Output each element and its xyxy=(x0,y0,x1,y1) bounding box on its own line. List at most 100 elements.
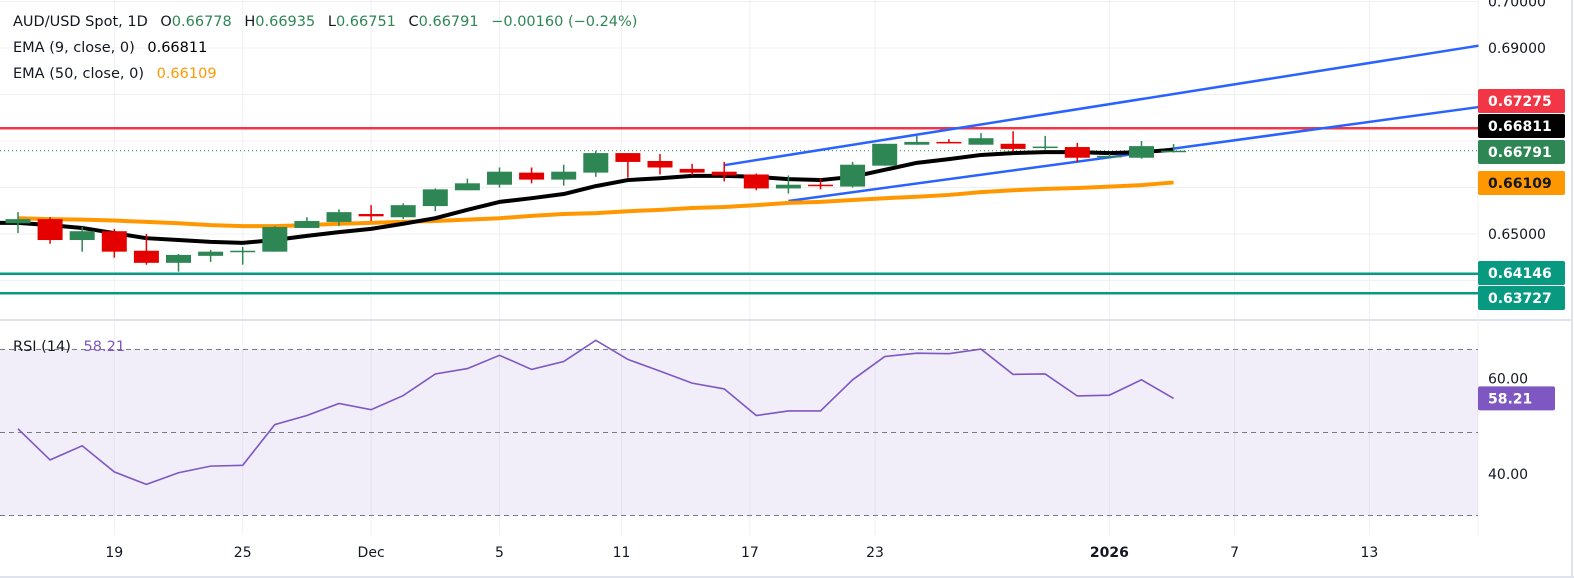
candle xyxy=(872,143,898,166)
candle-body xyxy=(1161,150,1187,153)
rsi-line xyxy=(17,339,1175,486)
candle-body xyxy=(358,214,384,217)
low-label: L xyxy=(327,14,336,30)
candle-body xyxy=(615,153,641,162)
resistance-price-label-text: 0.67275 xyxy=(1488,94,1552,110)
time-tick-label: 7 xyxy=(1230,545,1239,561)
candle-body xyxy=(583,153,609,173)
symbol-title[interactable]: AUD/USD Spot, 1D xyxy=(13,14,148,30)
time-tick-label: Dec xyxy=(358,545,385,561)
candle xyxy=(101,228,127,258)
close-value: 0.66791 xyxy=(418,14,479,30)
candle xyxy=(69,227,95,252)
support1-price-label: 0.64146 xyxy=(1478,261,1565,285)
candle xyxy=(808,178,833,190)
resistance-price-label: 0.67275 xyxy=(1478,89,1565,113)
support1-price-label-text: 0.64146 xyxy=(1488,266,1552,282)
high-value: 0.66935 xyxy=(255,14,316,30)
high-label: H xyxy=(244,14,256,30)
candle xyxy=(904,135,930,145)
time-tick-label: 5 xyxy=(495,545,504,561)
ema50-price-label-text: 0.66109 xyxy=(1488,176,1552,192)
candle xyxy=(422,188,448,212)
rsi-legend[interactable]: RSI (14) 58.21 xyxy=(13,338,125,356)
ema50-line xyxy=(17,180,1174,229)
candle-body xyxy=(1064,147,1090,158)
rsi-pane xyxy=(0,339,1478,516)
candle-body xyxy=(775,184,801,189)
candle xyxy=(230,247,256,265)
price-axis[interactable]: 0.70000 0.69000 0.65000 60.00 40.00 0.67275 0.… xyxy=(1478,0,1565,483)
candle-body xyxy=(647,160,673,168)
candle xyxy=(198,249,224,262)
candle-body xyxy=(487,171,512,185)
open-label: O xyxy=(160,14,172,30)
candle xyxy=(1032,135,1058,150)
ema9-label: EMA (9, close, 0) xyxy=(13,40,135,56)
candle xyxy=(294,217,320,228)
ema9-legend[interactable]: EMA (9, close, 0) 0.66811 xyxy=(13,39,207,57)
candle-body xyxy=(326,212,352,222)
rsi-tick-label: 40.00 xyxy=(1488,467,1528,483)
candle xyxy=(1129,141,1154,159)
ema50-value: 0.66109 xyxy=(156,66,217,82)
candle-body xyxy=(679,168,705,173)
candle xyxy=(358,205,384,221)
candle-body xyxy=(5,219,31,224)
candle-body xyxy=(37,219,63,241)
rsi-label: RSI (14) xyxy=(13,339,71,355)
candle xyxy=(37,217,63,244)
candle xyxy=(711,161,737,182)
candle xyxy=(1161,144,1187,153)
candle xyxy=(551,164,577,186)
symbol-legend: AUD/USD Spot, 1D O0.66778 H0.66935 L0.66… xyxy=(13,13,637,31)
time-tick-label: 13 xyxy=(1360,545,1378,561)
time-axis[interactable]: 19 25 Dec 5 11 17 23 2026 7 13 xyxy=(105,545,1378,561)
time-tick-label: 17 xyxy=(741,545,759,561)
candle-body xyxy=(1000,143,1026,149)
close-label: C xyxy=(408,14,419,30)
candle xyxy=(454,178,480,191)
candle xyxy=(1064,142,1090,162)
candle-body xyxy=(904,141,930,145)
candle-body xyxy=(422,189,448,207)
candle xyxy=(775,175,801,194)
candle-body xyxy=(1096,155,1122,158)
candle-body xyxy=(294,220,320,228)
rsi-tick-label: 60.00 xyxy=(1488,371,1528,387)
ema9-price-label-text: 0.66811 xyxy=(1488,119,1552,135)
ema50-legend[interactable]: EMA (50, close, 0) 0.66109 xyxy=(13,65,217,83)
candle xyxy=(5,212,31,234)
time-tick-label: 11 xyxy=(613,545,631,561)
candle xyxy=(1096,154,1122,158)
candle-body xyxy=(551,171,577,180)
candle-body xyxy=(808,184,833,187)
time-tick-label: 2026 xyxy=(1090,545,1129,561)
ema50-price-label-bg xyxy=(1478,171,1565,195)
candle-body xyxy=(230,250,256,253)
price-tick-label: 0.70000 xyxy=(1488,0,1546,11)
candle xyxy=(679,163,705,176)
candle-body xyxy=(69,231,95,241)
candle xyxy=(840,161,866,188)
candle-body xyxy=(1129,146,1154,158)
last-price-label-bg xyxy=(1478,140,1565,164)
ema9-line xyxy=(0,147,1174,245)
candle xyxy=(390,203,416,220)
candle-body xyxy=(198,251,224,256)
candle xyxy=(519,167,545,184)
candle-body xyxy=(519,172,545,180)
candle xyxy=(583,150,609,177)
support2-price-label-text: 0.63727 xyxy=(1488,291,1552,307)
support1-price-label-bg xyxy=(1478,261,1565,285)
candle-body xyxy=(262,227,288,252)
resistance-price-label-bg xyxy=(1478,89,1565,113)
last-price-label: 0.66791 xyxy=(1478,140,1565,164)
ema9-price-label-bg xyxy=(1478,114,1565,138)
low-value: 0.66751 xyxy=(335,14,396,30)
price-tick-label: 0.65000 xyxy=(1488,227,1546,243)
ema9-price-label: 0.66811 xyxy=(1478,114,1565,138)
last-price-label-text: 0.66791 xyxy=(1488,145,1552,161)
